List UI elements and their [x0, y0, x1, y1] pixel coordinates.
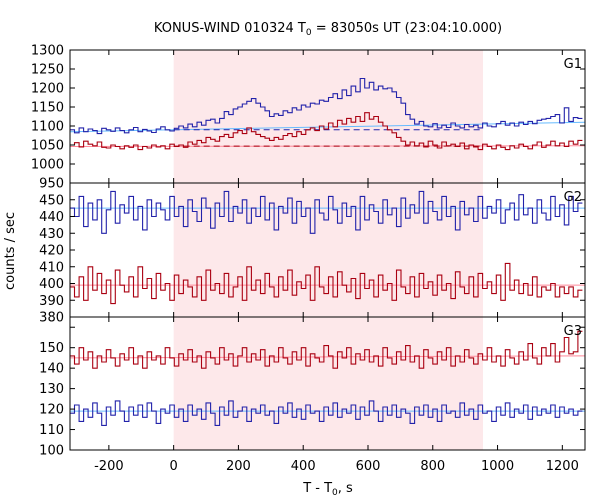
panel-g3-ytick-label: 110: [39, 423, 64, 438]
panel-g1-series-group: [70, 77, 585, 151]
panel-g3-label: G3: [564, 324, 582, 339]
xtick-label: 400: [291, 459, 316, 474]
chart-title-subscript: 0: [306, 28, 312, 38]
panel-g2-lightcurve-blue: [70, 190, 583, 234]
panel-g2-ytick-label: 380: [39, 311, 64, 326]
panel-g1: 950 1000 1050 1100 1150 1200 1250 1300 G1: [31, 44, 586, 192]
panel-g2-ytick-label: 440: [39, 210, 64, 225]
panel-g3-ytick-label: 120: [39, 403, 64, 418]
panel-g3-lightcurve-red: [70, 330, 583, 369]
panel-g1-ytick-label: 1150: [31, 101, 64, 116]
panel-g2-lightcurve-red: [70, 262, 583, 305]
panel-g2-ytick-label: 400: [39, 277, 64, 292]
panel-g3-lightcurve-blue: [70, 400, 583, 426]
panel-g1-ytick-label: 950: [39, 177, 64, 192]
xtick-label: 600: [356, 459, 381, 474]
panel-g2-series-group: [70, 190, 585, 305]
panel-g1-ytick-label: 1100: [31, 120, 64, 135]
xtick-label: 200: [226, 459, 251, 474]
xtick-label: 1200: [546, 459, 579, 474]
xtick-label: 800: [420, 459, 445, 474]
panel-g3-ytick-label: 100: [39, 444, 64, 459]
xtick-label: 0: [170, 459, 178, 474]
burst-interval-highlight: [173, 50, 483, 450]
panel-g2-ytick-label: 410: [39, 260, 64, 275]
panel-g3: 100 110 120 130 140 150 G3: [39, 316, 586, 459]
chart-title-prefix: KONUS-WIND 010324 T: [154, 21, 306, 36]
x-axis-label-suffix: , s: [338, 481, 353, 496]
x-axis-label-prefix: T - T: [302, 481, 332, 496]
chart-title: KONUS-WIND 010324 T0 = 83050s UT (23:04:…: [154, 21, 502, 38]
panel-g2-label: G2: [564, 190, 582, 205]
panel-g3-ytick-label: 140: [39, 362, 64, 377]
panel-g1-lightcurve-red: [70, 112, 583, 151]
panel-g2-ytick-label: 390: [39, 294, 64, 309]
x-axis-label-subscript: 0: [332, 488, 338, 498]
panel-g1-ytick-label: 1050: [31, 139, 64, 154]
panel-g3-frame: [69, 316, 586, 451]
panel-g3-series-group: [70, 330, 585, 426]
panel-g2-ytick-label: 430: [39, 227, 64, 242]
panel-g3-ytick-label: 150: [39, 341, 64, 356]
panel-g1-ytick-label: 1000: [31, 158, 64, 173]
x-axis-label: T - T0, s: [302, 481, 353, 498]
panel-g2-ytick-label: 450: [39, 193, 64, 208]
panel-g1-label: G1: [564, 57, 582, 72]
xtick-label: 1000: [481, 459, 514, 474]
xtick-label: -200: [94, 459, 124, 474]
panel-g1-ytick-label: 1300: [31, 44, 64, 59]
panel-g1-ytick-label: 1250: [31, 63, 64, 78]
y-axis-label: counts / sec: [3, 212, 18, 290]
panel-g2-ytick-label: 420: [39, 244, 64, 259]
plot-area: 9501000105011001150120012501300G13803904…: [31, 44, 586, 474]
panel-g3-ytick-label: 130: [39, 382, 64, 397]
panel-g1-lightcurve-blue: [70, 77, 583, 135]
chart-title-suffix: = 83050s UT (23:04:10.000): [312, 21, 502, 36]
panel-g1-ytick-label: 1200: [31, 82, 64, 97]
